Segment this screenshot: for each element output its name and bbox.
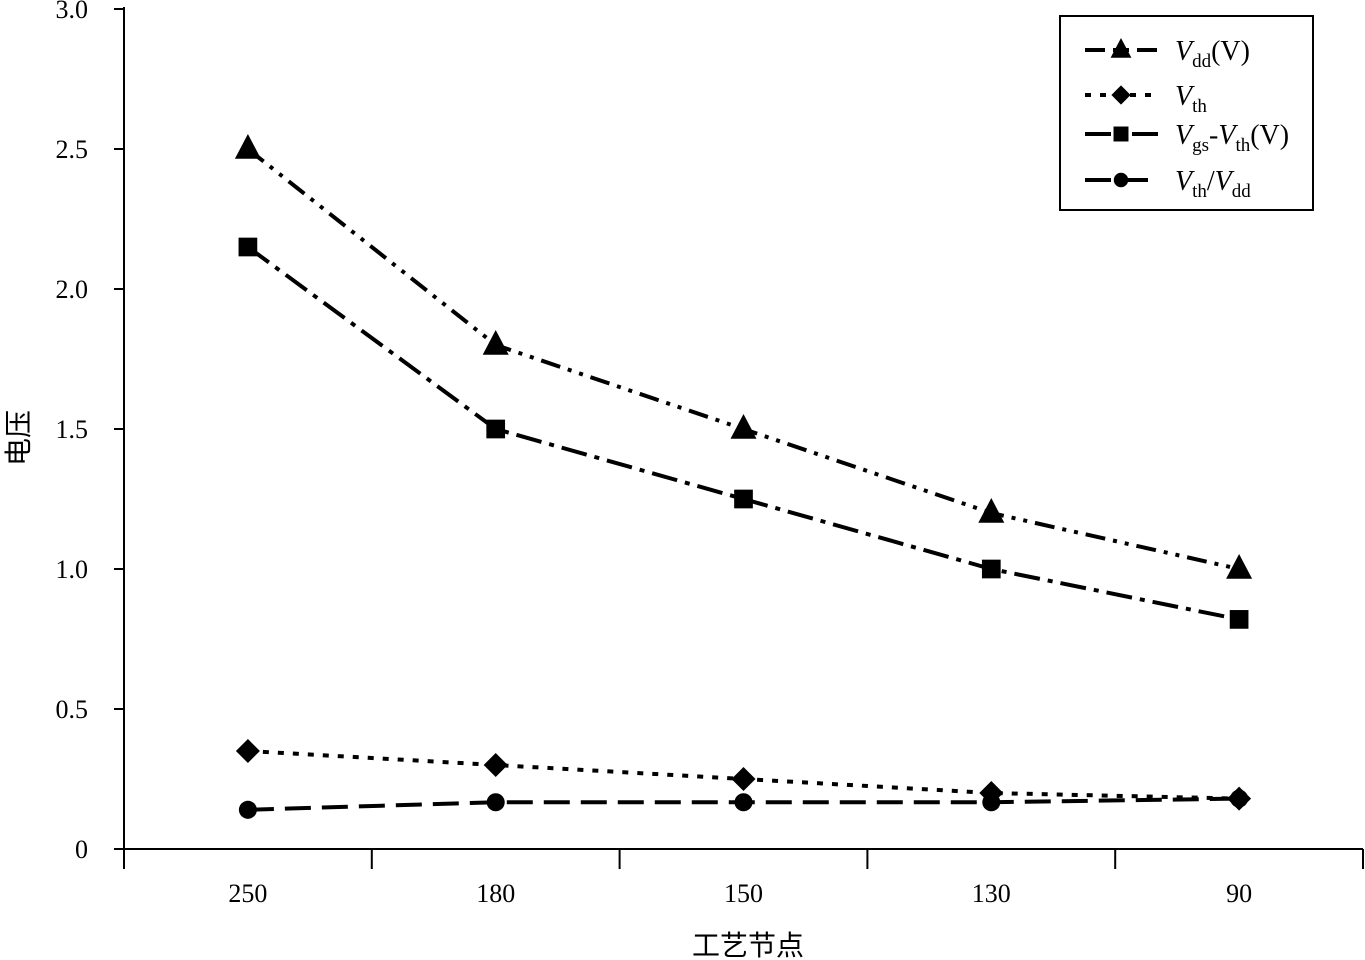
y-tick-label: 0.5 bbox=[56, 695, 89, 724]
legend-item-vgs_vth: Vgs-Vth(V) bbox=[1085, 120, 1289, 156]
legend-marker bbox=[1110, 38, 1132, 58]
series-vdd bbox=[234, 134, 1253, 579]
data-point-vth_vdd bbox=[1230, 789, 1249, 808]
data-point-vth bbox=[483, 753, 508, 777]
axes: 0 0.5 1.0 1.5 2.0 2.5 3.0 250 180 150 130 90 bbox=[56, 0, 1364, 908]
x-tick-label: 150 bbox=[724, 879, 763, 908]
data-point-vgs_vth bbox=[981, 559, 1001, 579]
series-layer bbox=[234, 134, 1253, 819]
y-tick-label: 2.5 bbox=[56, 135, 89, 164]
legend-label: Vth bbox=[1175, 81, 1207, 117]
legend-marker bbox=[1113, 126, 1129, 142]
data-point-vth bbox=[731, 767, 756, 791]
legend-item-vth: Vth bbox=[1085, 81, 1207, 117]
legend-label: Vth/Vdd bbox=[1175, 166, 1251, 202]
series-vth_vdd bbox=[238, 789, 1249, 819]
legend-item-vdd: Vdd(V) bbox=[1085, 36, 1250, 72]
data-point-vth_vdd bbox=[982, 793, 1001, 812]
data-point-vgs_vth bbox=[1229, 610, 1249, 629]
y-tick-label: 1.5 bbox=[56, 415, 89, 444]
data-point-vth_vdd bbox=[486, 793, 505, 812]
x-tick-label: 130 bbox=[972, 879, 1011, 908]
y-tick-label: 2.0 bbox=[56, 275, 89, 304]
data-point-vdd bbox=[978, 498, 1005, 523]
legend-marker bbox=[1111, 85, 1131, 105]
data-point-vgs_vth bbox=[734, 489, 753, 509]
y-tick-label: 0 bbox=[75, 835, 88, 864]
data-point-vth_vdd bbox=[734, 793, 753, 812]
legend-item-vth_vdd: Vth/Vdd bbox=[1085, 166, 1251, 202]
data-point-vdd bbox=[482, 330, 509, 355]
data-point-vth bbox=[235, 739, 260, 763]
y-axis-label: 电压 bbox=[2, 410, 35, 466]
x-tick-label: 90 bbox=[1226, 879, 1252, 908]
y-tick-label: 3.0 bbox=[56, 0, 89, 24]
x-tick-label: 250 bbox=[228, 879, 267, 908]
data-point-vth_vdd bbox=[238, 800, 257, 819]
data-point-vdd bbox=[1226, 554, 1253, 579]
legend-marker bbox=[1113, 172, 1129, 188]
legend-label: Vdd(V) bbox=[1175, 36, 1250, 72]
data-point-vdd bbox=[730, 414, 757, 439]
data-point-vgs_vth bbox=[238, 237, 258, 257]
data-point-vgs_vth bbox=[486, 419, 506, 439]
series-vgs_vth bbox=[238, 237, 1249, 629]
x-axis-label: 工艺节点 bbox=[692, 929, 804, 960]
data-point-vdd bbox=[234, 134, 261, 159]
x-tick-label: 180 bbox=[476, 879, 515, 908]
legend-label: Vgs-Vth(V) bbox=[1175, 120, 1289, 156]
y-tick-label: 1.0 bbox=[56, 555, 89, 584]
